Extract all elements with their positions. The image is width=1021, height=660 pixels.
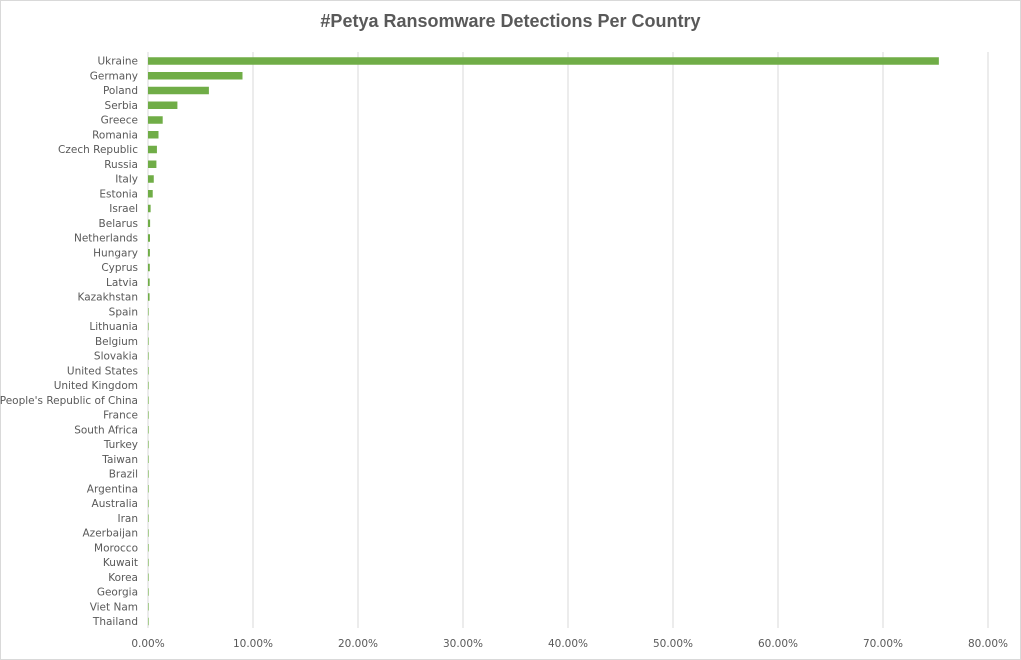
bar [148, 190, 153, 198]
bar [148, 204, 151, 213]
category-label: Iran [117, 513, 138, 525]
category-label: Kazakhstan [78, 292, 139, 304]
bar [148, 278, 150, 286]
bar [148, 293, 150, 301]
bar [148, 588, 149, 596]
bar [148, 101, 178, 109]
x-tick-label: 50.00% [653, 638, 693, 650]
x-tick-label: 70.00% [863, 638, 903, 650]
bar [148, 57, 939, 65]
bar [148, 160, 157, 168]
category-label: Kuwait [103, 557, 138, 569]
bar [148, 381, 149, 390]
x-tick-label: 30.00% [443, 638, 483, 650]
bar [148, 485, 149, 493]
category-label: Hungary [93, 247, 138, 259]
category-label: Georgia [97, 587, 138, 599]
category-label: Ukraine [97, 56, 138, 68]
bar [148, 175, 154, 183]
category-label: Taiwan [101, 454, 138, 466]
bar [148, 529, 149, 537]
bar [148, 322, 149, 331]
category-label: Argentina [87, 483, 138, 495]
category-label: United States [67, 365, 138, 377]
category-label: Brazil [109, 469, 138, 481]
category-label: Estonia [99, 188, 138, 200]
category-label: Slovakia [94, 351, 138, 363]
bar [148, 308, 149, 316]
category-label: Morocco [94, 542, 138, 554]
x-tick-label: 80.00% [968, 638, 1008, 650]
category-label: Greece [101, 115, 138, 127]
bar [148, 470, 149, 478]
category-label: Czech Republic [58, 144, 138, 156]
bar [148, 440, 149, 449]
bar [148, 396, 149, 404]
x-tick-label: 20.00% [338, 638, 378, 650]
bar [148, 116, 163, 124]
bar [148, 367, 149, 375]
bar [148, 411, 149, 419]
category-label: Azerbaijan [83, 528, 139, 540]
category-label: Netherlands [74, 233, 138, 245]
category-label: Romania [92, 129, 138, 141]
category-label: Latvia [106, 277, 138, 289]
category-label: Poland [103, 85, 138, 97]
bar [148, 426, 149, 434]
category-label: Australia [92, 498, 138, 510]
category-label: Italy [115, 174, 138, 186]
bar [148, 263, 150, 272]
category-label: Russia [104, 159, 138, 171]
bar [148, 219, 151, 227]
x-tick-label: 10.00% [233, 638, 273, 650]
category-label: Spain [109, 306, 138, 318]
bar [148, 234, 150, 242]
category-label: United Kingdom [54, 380, 138, 392]
category-label: Thailand [92, 616, 138, 628]
category-label: South Africa [74, 424, 138, 436]
bar [148, 558, 149, 567]
bar [148, 617, 149, 626]
bar [148, 86, 209, 95]
category-label: Viet Nam [90, 601, 138, 613]
chart-title: #Petya Ransomware Detections Per Country [320, 11, 701, 31]
bar [148, 72, 243, 80]
x-tick-label: 40.00% [548, 638, 588, 650]
bar [148, 455, 149, 463]
category-label: Israel [109, 203, 138, 215]
bar [148, 337, 149, 345]
category-label: Cyprus [101, 262, 138, 274]
category-label: Turkey [103, 439, 138, 451]
bar [148, 603, 149, 611]
category-label: Germany [90, 70, 138, 82]
bar [148, 249, 150, 257]
bar [148, 131, 159, 139]
category-label: Korea [108, 572, 138, 584]
category-label: Lithuania [89, 321, 138, 333]
category-label: Belarus [99, 218, 138, 230]
bar [148, 544, 149, 552]
bar [148, 499, 149, 508]
bar [148, 514, 149, 522]
bar [148, 352, 149, 360]
bar [148, 145, 157, 154]
category-label: Belgium [95, 336, 138, 348]
category-label: People's Republic of China [0, 395, 138, 407]
x-tick-label: 60.00% [758, 638, 798, 650]
category-label: France [103, 410, 138, 422]
category-label: Serbia [105, 100, 138, 112]
x-tick-label: 0.00% [131, 638, 164, 650]
bar [148, 573, 149, 581]
